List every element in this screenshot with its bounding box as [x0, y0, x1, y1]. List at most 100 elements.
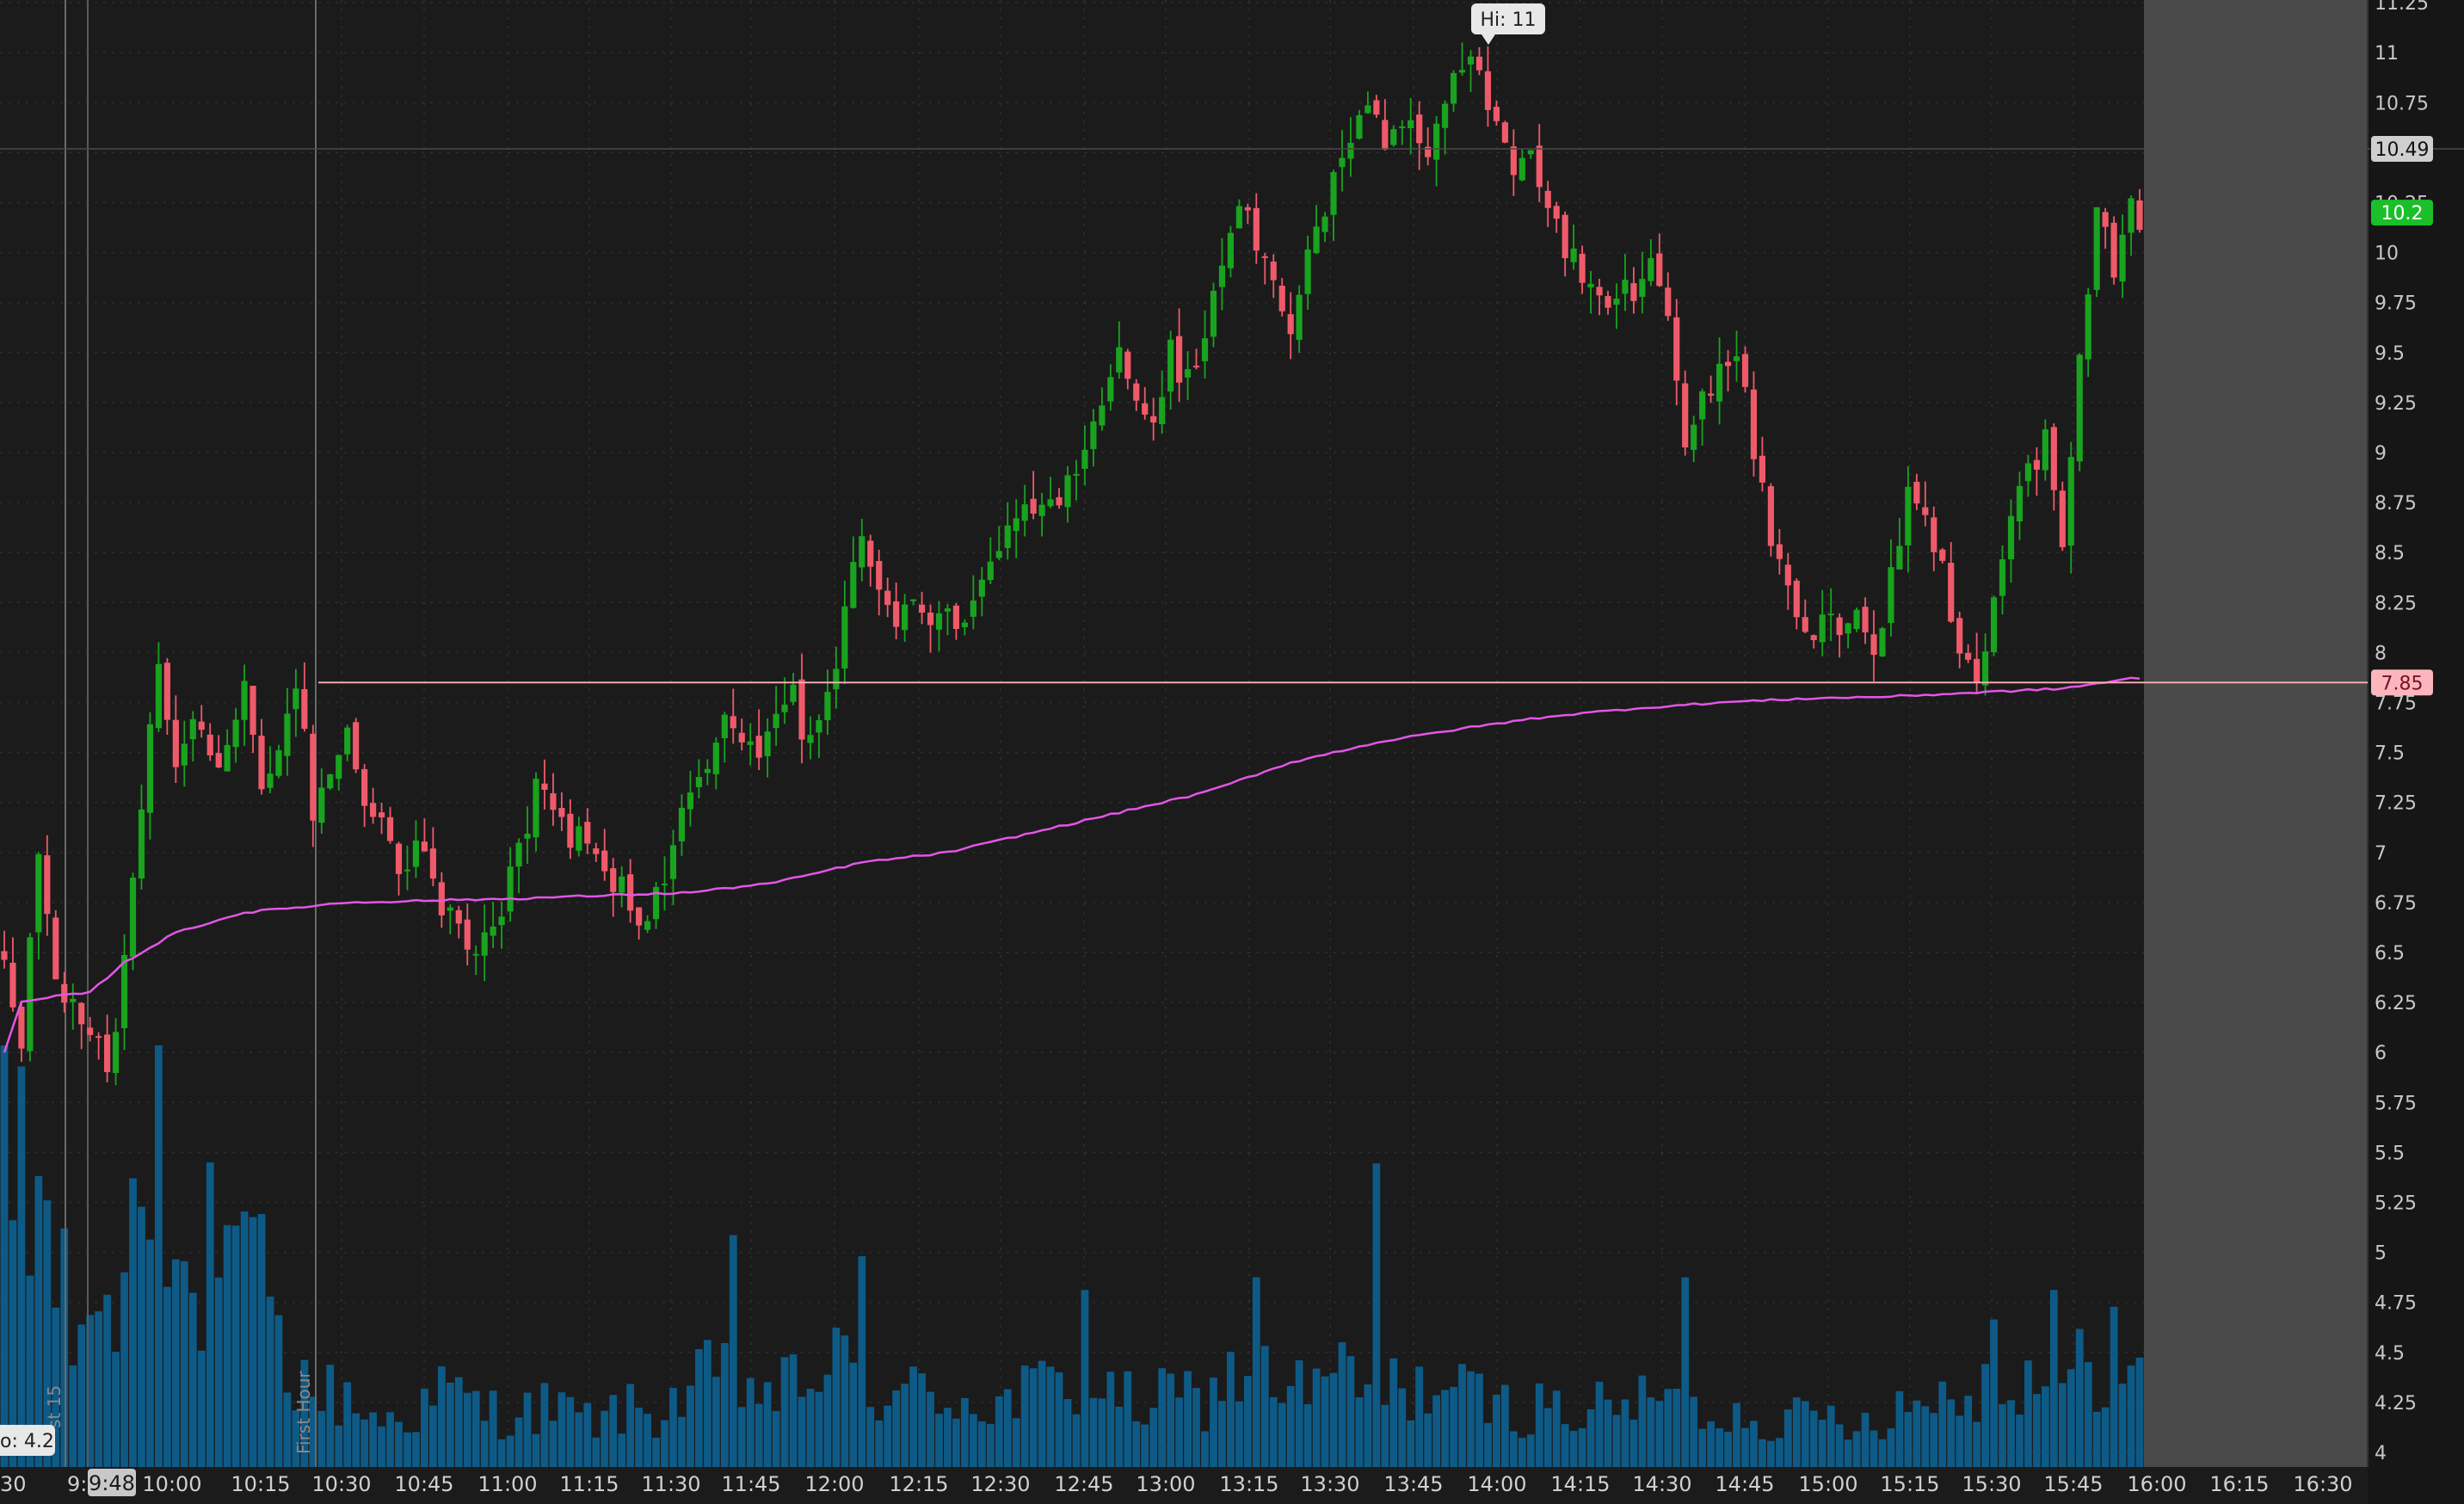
candle-body	[1192, 366, 1200, 368]
volume-bar	[86, 1315, 95, 1467]
volume-histogram	[0, 1045, 2144, 1467]
volume-bar	[77, 1324, 86, 1467]
candle-body	[935, 613, 943, 630]
candle-body	[1235, 206, 1242, 229]
volume-bar	[1424, 1413, 1432, 1467]
volume-bar	[1063, 1399, 1072, 1467]
volume-bar	[909, 1366, 917, 1467]
volume-bar	[618, 1433, 626, 1467]
volume-bar	[1441, 1390, 1449, 1467]
volume-bar	[180, 1261, 188, 1467]
candle-body	[1501, 122, 1508, 143]
volume-bar	[257, 1214, 266, 1467]
candle-body	[1330, 172, 1337, 215]
volume-bar	[1612, 1415, 1621, 1467]
volume-bar	[1346, 1356, 1355, 1467]
candle-body	[1836, 617, 1843, 636]
candle-body	[284, 713, 291, 756]
candle-body	[1261, 256, 1268, 258]
candle-body	[1150, 416, 1157, 423]
volume-bar	[2118, 1384, 2127, 1467]
candle-body	[1965, 652, 1972, 660]
y-tick-label: 5.25	[2375, 1193, 2417, 1215]
candle-body	[232, 719, 239, 748]
candle-body	[1622, 280, 1629, 294]
candle-body	[678, 807, 686, 841]
volume-bar	[1338, 1341, 1346, 1467]
volume-bar	[969, 1414, 977, 1467]
volume-bar	[2127, 1365, 2135, 1467]
last-price-flag: 10.2	[2381, 203, 2424, 225]
volume-bar	[1029, 1368, 1038, 1467]
x-tick-label: 14:00	[1467, 1472, 1526, 1496]
candle-body	[163, 663, 170, 720]
candle-body	[1553, 206, 1560, 219]
volume-bar	[2092, 1411, 2101, 1467]
volume-bar	[1175, 1397, 1183, 1467]
candle-body	[95, 1036, 102, 1039]
volume-bar	[197, 1350, 206, 1467]
volume-bar	[575, 1412, 583, 1467]
candle-body	[747, 741, 754, 745]
volume-bar	[1999, 1403, 2006, 1467]
candle-body	[1493, 107, 1500, 121]
candle-body	[1278, 286, 1285, 311]
x-axis: 30 9:49:48 10:00 10:15 10:30 10:45 11:00 11:15 1…	[0, 1469, 2353, 1496]
volume-bar	[249, 1217, 257, 1467]
volume-bar	[1509, 1431, 1518, 1467]
volume-bar	[1252, 1277, 1260, 1467]
candle-body	[1382, 120, 1389, 150]
candle-body	[704, 768, 711, 774]
volume-bar	[1759, 1439, 1766, 1467]
candle-body	[755, 736, 762, 758]
volume-bar	[421, 1388, 428, 1467]
candle-body	[1648, 257, 1654, 281]
candle-body	[1484, 71, 1492, 110]
candle-body	[790, 684, 797, 702]
volume-bar	[1201, 1431, 1209, 1467]
candle-body	[995, 551, 1002, 558]
volume-bar	[471, 1390, 480, 1467]
volume-bar	[1081, 1290, 1089, 1467]
candle-body	[541, 783, 548, 790]
x-tick-label: 15:00	[1798, 1472, 1857, 1496]
candle-body	[773, 713, 779, 729]
candle-body	[301, 688, 308, 730]
candle-body	[35, 854, 42, 933]
candle-body	[1845, 623, 1851, 634]
volume-bar	[326, 1365, 335, 1467]
volume-bar	[1629, 1419, 1638, 1467]
candle-body	[2059, 490, 2066, 547]
volume-bar	[395, 1421, 403, 1467]
volume-bar	[1526, 1434, 1535, 1467]
candle-body	[336, 755, 342, 780]
volume-bar	[1072, 1414, 1081, 1467]
volume-bar	[729, 1235, 737, 1467]
volume-bar	[1493, 1395, 1500, 1467]
candle-body	[361, 768, 368, 806]
volume-bar	[832, 1328, 841, 1467]
x-tick-label: 11:30	[641, 1472, 700, 1496]
volume-bar	[609, 1395, 618, 1467]
candle-body	[258, 736, 265, 790]
candle-body	[498, 916, 505, 926]
volume-bar	[858, 1256, 866, 1467]
candle-body	[1356, 114, 1363, 139]
volume-bar	[557, 1392, 566, 1467]
volume-bar	[1981, 1364, 1989, 1467]
volume-bar	[944, 1408, 952, 1467]
volume-bar	[1501, 1384, 1509, 1467]
volume-bar	[0, 1045, 9, 1467]
candle-body	[1021, 504, 1028, 521]
volume-bar	[635, 1408, 643, 1467]
volume-bar	[1724, 1432, 1732, 1467]
crosshair-price-flag: 10.49	[2375, 139, 2430, 161]
volume-bar	[601, 1410, 609, 1467]
volume-bar	[1930, 1413, 1938, 1467]
volume-bar	[60, 1228, 69, 1467]
volume-bar	[1106, 1371, 1115, 1467]
candle-body	[652, 886, 660, 920]
volume-bar	[952, 1418, 960, 1467]
candle-body	[2076, 354, 2083, 462]
